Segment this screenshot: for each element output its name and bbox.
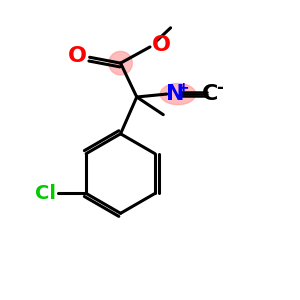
Text: C: C bbox=[202, 84, 218, 104]
Text: -: - bbox=[216, 79, 223, 97]
Text: +: + bbox=[178, 81, 189, 94]
Text: O: O bbox=[152, 35, 171, 56]
Text: Cl: Cl bbox=[35, 184, 56, 203]
Text: N: N bbox=[166, 84, 184, 104]
Text: O: O bbox=[68, 46, 87, 66]
Ellipse shape bbox=[109, 51, 132, 75]
Ellipse shape bbox=[160, 83, 196, 105]
